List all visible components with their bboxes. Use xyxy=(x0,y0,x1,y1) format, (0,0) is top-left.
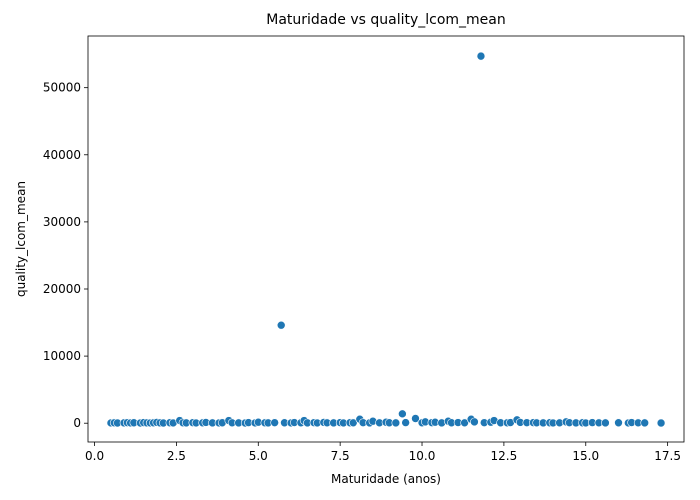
x-tick-label: 10.0 xyxy=(409,449,436,463)
y-axis-label: quality_lcom_mean xyxy=(14,181,28,297)
point xyxy=(411,414,420,423)
point xyxy=(348,418,358,428)
x-axis-label: Maturidade (anos) xyxy=(331,472,441,486)
point xyxy=(460,418,469,428)
point xyxy=(401,418,410,427)
point xyxy=(476,51,486,61)
y-tick-label: 50000 xyxy=(43,81,81,95)
x-tick-label: 7.5 xyxy=(331,449,350,463)
point xyxy=(391,418,401,428)
point xyxy=(270,418,279,427)
point xyxy=(640,418,650,428)
x-tick-label: 0.0 xyxy=(85,449,104,463)
chart-title: Maturidade vs quality_lcom_mean xyxy=(266,12,506,28)
y-tick-label: 0 xyxy=(73,416,81,430)
y-tick-label: 30000 xyxy=(43,215,81,229)
x-tick-label: 2.5 xyxy=(167,449,186,463)
point xyxy=(656,418,666,428)
point xyxy=(470,417,479,427)
y-tick-label: 40000 xyxy=(43,148,81,162)
x-tick-label: 5.0 xyxy=(249,449,268,463)
x-tick-label: 17.5 xyxy=(654,449,681,463)
point xyxy=(276,320,286,330)
x-tick-label: 15.0 xyxy=(572,449,599,463)
y-tick-label: 10000 xyxy=(43,349,81,363)
point xyxy=(601,418,610,428)
y-tick-label: 20000 xyxy=(43,282,81,296)
point xyxy=(614,418,623,428)
point xyxy=(398,409,407,419)
x-tick-label: 12.5 xyxy=(491,449,518,463)
plot-frame xyxy=(87,35,685,443)
